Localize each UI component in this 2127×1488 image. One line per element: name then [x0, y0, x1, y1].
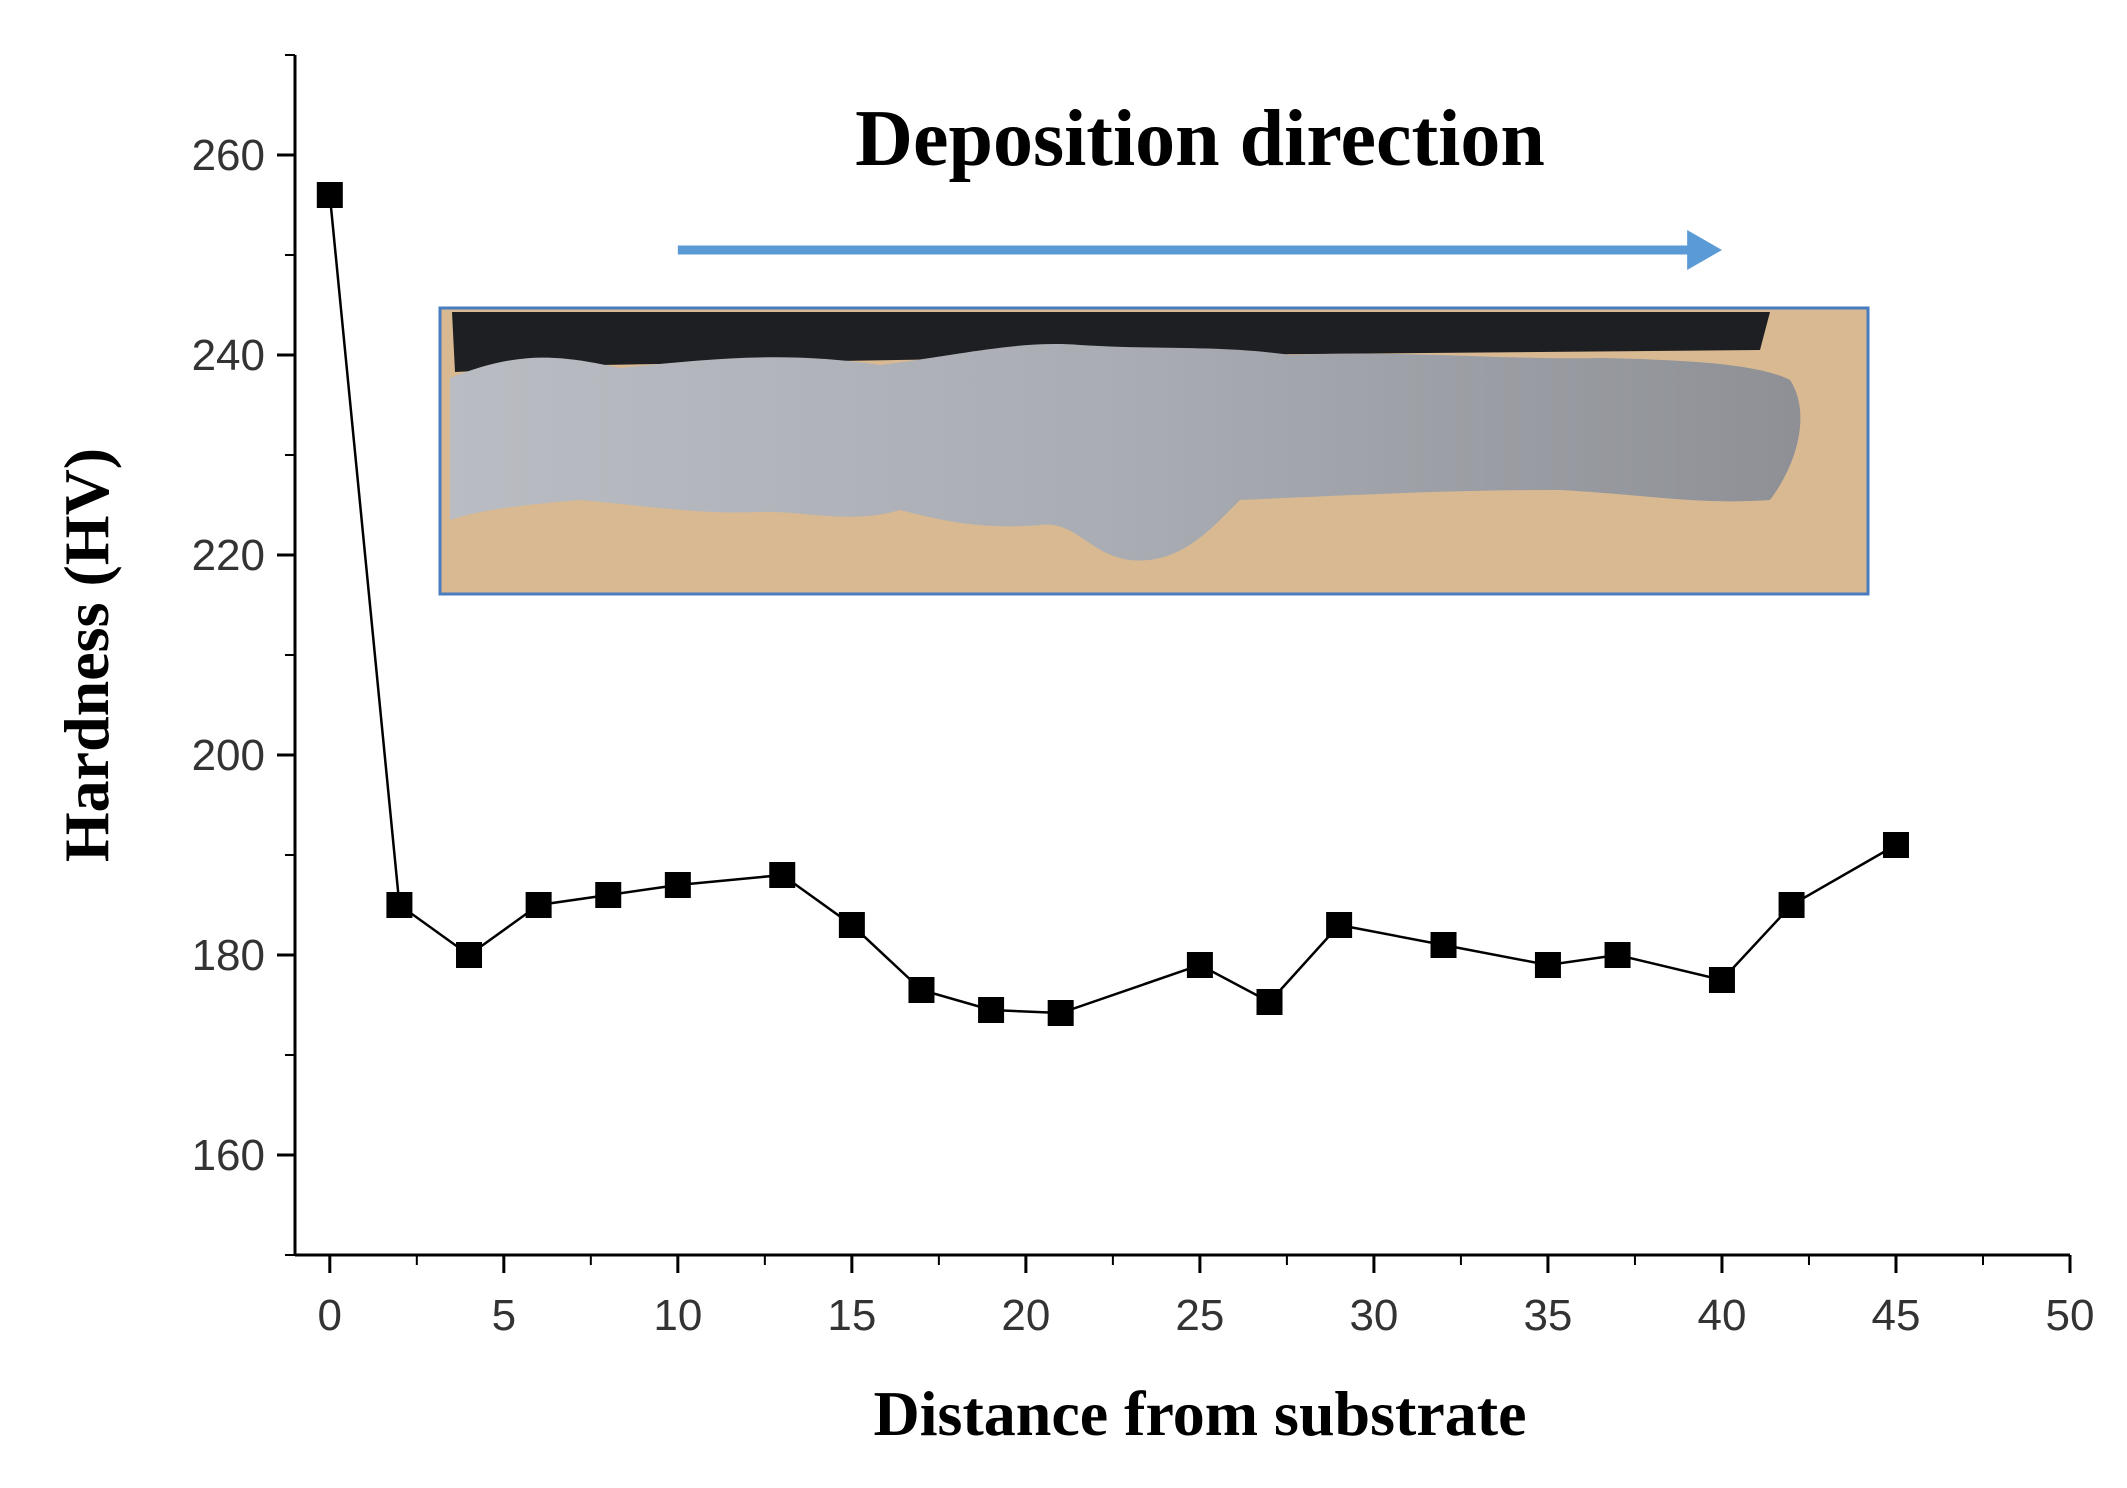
photo-border — [438, 306, 1870, 596]
data-point — [1186, 952, 1213, 978]
x-tick-label: 45 — [1872, 1291, 1921, 1340]
deposition-direction-label: Deposition direction — [855, 95, 1545, 183]
data-point — [769, 862, 796, 888]
sample-photo-icon — [438, 306, 1870, 596]
data-point — [1047, 1000, 1074, 1026]
x-tick-label: 10 — [653, 1291, 702, 1340]
data-point — [595, 882, 622, 908]
data-point — [316, 182, 343, 208]
x-tick-label: 50 — [2046, 1291, 2095, 1340]
x-tick-label: 35 — [1523, 1291, 1572, 1340]
y-axis-label: Hardness (HV) — [51, 448, 122, 862]
x-tick-label: 25 — [1175, 1291, 1224, 1340]
data-point — [1534, 952, 1561, 978]
y-tick-label: 260 — [192, 131, 265, 180]
data-point — [1604, 942, 1631, 968]
x-axis-label: Distance from substrate — [874, 1378, 1527, 1449]
data-point — [1778, 892, 1805, 918]
data-point — [1882, 832, 1909, 858]
data-point — [386, 892, 413, 918]
x-tick-label: 0 — [318, 1291, 342, 1340]
y-tick-label: 160 — [192, 1131, 265, 1180]
photo-dark-region — [452, 312, 1770, 372]
data-point — [838, 912, 865, 938]
ticks: 0 5 10 15 20 25 30 35 40 45 50 160 180 200 220 240 260 — [192, 54, 2095, 1340]
data-point — [1256, 989, 1283, 1015]
data-point — [525, 892, 552, 918]
data-series — [316, 182, 1909, 1026]
data-point — [1430, 932, 1457, 958]
deposition-direction-arrow — [677, 230, 1722, 270]
x-tick-label: 30 — [1349, 1291, 1398, 1340]
x-tick-label: 15 — [827, 1291, 876, 1340]
data-point — [1326, 912, 1353, 938]
data-point — [1708, 967, 1735, 993]
data-point — [908, 977, 935, 1003]
y-tick-label: 200 — [192, 731, 265, 780]
data-point — [978, 997, 1005, 1023]
x-tick-label: 20 — [1001, 1291, 1050, 1340]
x-tick-label: 5 — [492, 1291, 516, 1340]
y-tick-label: 180 — [192, 931, 265, 980]
x-tick-label: 40 — [1697, 1291, 1746, 1340]
arrow-head — [1687, 230, 1722, 270]
y-tick-label: 240 — [192, 331, 265, 380]
y-tick-label: 220 — [192, 531, 265, 580]
data-point — [456, 942, 483, 968]
photo-metal-deposit — [450, 344, 1801, 561]
data-point — [664, 872, 691, 898]
axes — [293, 55, 2070, 1257]
